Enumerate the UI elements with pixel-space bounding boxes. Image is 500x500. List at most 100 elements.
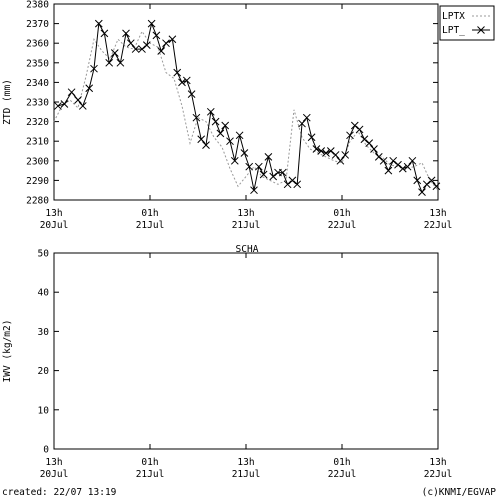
chart2-xtick-label-time: 01h [141,457,158,468]
chart1-data-point [298,119,306,128]
chart1-data-point [168,35,177,44]
chart1-marker-stroke [326,147,335,155]
chart2-xtick-label-date: 21Jul [232,469,261,480]
chart2-xtick-label-time: 13h [237,457,254,468]
chart1-marker-stroke [206,107,215,116]
chart1-marker-stroke [100,29,109,38]
chart1-data-point [370,145,378,153]
chart1-data-point [78,102,87,110]
chart1-legend-marker [477,26,485,34]
chart1-data-point [60,100,69,108]
chart1-xtick-label-date: 22Jul [328,220,357,231]
chart1-data-point [422,180,431,189]
chart1-data-point [85,84,94,93]
chart1-data-point [341,151,350,159]
chart1-data-point [187,90,196,99]
chart1-data-point [138,45,146,53]
chart1-marker-stroke [298,119,306,128]
chart1-data-point [245,162,254,171]
chart2-xtick-label-time: 13h [45,457,62,468]
chart1-marker-stroke [278,168,287,177]
chart1-marker-stroke [152,31,161,40]
chart1-xtick-label-date: 21Jul [136,220,165,231]
chart1-data-point [147,19,156,28]
chart1-data-point [264,153,273,161]
chart1-data-point [94,19,103,28]
chart1-marker-stroke [432,182,441,191]
chart1-data-point [331,151,340,159]
chart1-xtick-label-time: 13h [45,208,62,219]
chart1-data-point [326,147,335,155]
chart1-data-point [122,29,130,38]
chart1-data-point [302,113,311,122]
chart1-marker-stroke [142,41,151,50]
chart1-data-point [365,139,374,148]
created-timestamp: created: 22/07 13:19 [2,487,117,498]
chart1-marker-stroke [187,90,196,99]
chart1-marker-stroke [221,121,230,130]
chart1-data-point [413,176,422,185]
chart1-marker-stroke [269,172,278,181]
chart1-data-point [182,76,191,85]
chart1-data-point [235,131,244,140]
chart2-ytick-label: 0 [43,445,49,456]
chart1-marker-stroke [138,45,146,53]
chart2-ytick-label: 30 [38,327,50,338]
chart1-ytick-label: 2320 [26,117,49,128]
chart1-data-point [206,107,215,116]
chart1-marker-stroke [216,129,225,138]
chart1-data-point [126,39,135,48]
chart1-marker-stroke [78,102,87,110]
chart1-marker-stroke [384,166,393,175]
chart1-data-point [100,29,109,38]
chart1-marker-stroke [157,47,166,55]
chart1-data-point [197,135,206,144]
chart1-data-point [307,133,316,142]
chart1-data-point [131,45,140,53]
chart1-marker-stroke [365,139,374,148]
chart1-marker-stroke [398,164,407,173]
chart1-marker-stroke [230,156,239,165]
chart1-marker-stroke [105,58,114,67]
chart1-data-point [211,117,220,126]
chart1-data-point [355,125,364,134]
chart1-data-point [54,102,62,110]
chart1-marker-stroke [413,176,422,185]
chart1-marker-stroke [379,156,388,165]
chart1-marker-stroke [394,160,402,169]
chart1-xtick-label-date: 21Jul [232,220,261,231]
chart1-legend-label: LPT_ [442,25,465,36]
chart2-xtick-label-date: 22Jul [328,469,357,480]
chart1-marker-stroke [240,149,249,157]
chart1-legend-box [439,5,495,41]
chart1-marker-stroke [293,180,302,189]
chart1-marker-stroke [116,58,125,67]
chart1-marker-stroke [67,88,76,97]
chart1-data-point [336,156,345,165]
chart1-data-point [360,135,369,144]
chart1-marker-stroke [90,64,98,73]
chart1-ytick-label: 2360 [26,39,49,50]
chart1-marker-stroke [182,76,191,85]
chart1-marker-stroke [254,162,263,171]
chart1-data-point [403,162,412,171]
chart1-marker-stroke [168,35,177,44]
chart1-data-point [312,145,321,153]
chart1-marker-stroke [370,145,378,153]
chart1-marker-stroke [283,180,292,189]
chart1-marker-stroke [427,176,436,185]
chart1-data-point [173,68,182,77]
chart1-xtick-label-time: 13h [237,208,254,219]
chart1-marker-stroke [312,145,321,153]
chart1-data-point [250,186,258,195]
chart1-data-point [278,168,287,177]
chart1-ytick-label: 2290 [26,176,49,187]
chart1-ytick-label: 2380 [26,0,49,11]
chart1-data-point [398,164,407,173]
chart1-marker-stroke [54,102,62,110]
chart1-marker-stroke [331,151,340,159]
chart2-xtick-label-time: 01h [333,457,350,468]
chart1-ytick-label: 2300 [26,156,49,167]
chart1-marker-stroke [322,149,330,157]
